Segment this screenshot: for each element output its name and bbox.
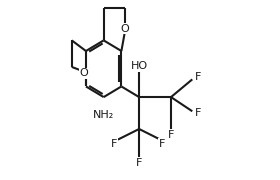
Text: O: O	[80, 68, 88, 78]
Text: F: F	[159, 139, 165, 149]
Text: F: F	[168, 130, 174, 140]
Text: F: F	[136, 158, 142, 168]
Text: F: F	[194, 108, 201, 118]
Text: HO: HO	[130, 61, 148, 71]
Text: O: O	[121, 24, 129, 34]
Text: F: F	[194, 72, 201, 82]
Text: NH₂: NH₂	[93, 110, 114, 120]
Text: F: F	[111, 139, 118, 149]
